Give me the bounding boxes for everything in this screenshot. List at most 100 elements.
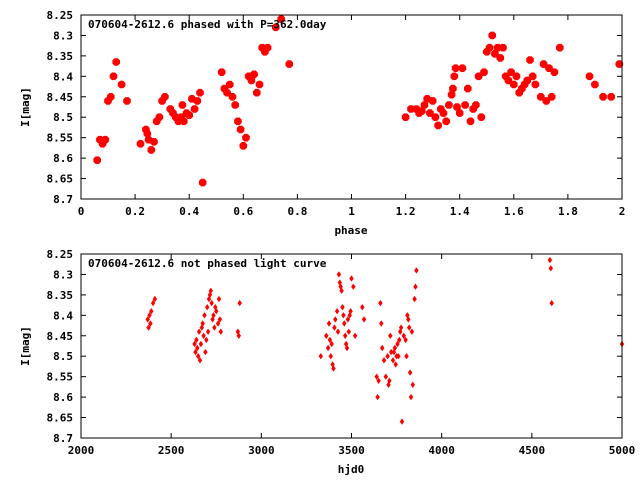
data-point: [263, 43, 272, 52]
data-point: [442, 117, 450, 126]
data-point: [198, 178, 207, 187]
y-tick-label: 8.25: [47, 248, 74, 261]
data-point: [428, 97, 437, 105]
data-point: [335, 328, 341, 335]
data-point: [385, 353, 390, 360]
data-point: [328, 353, 333, 360]
y-tick-label: 8.65: [47, 412, 74, 425]
x-tick-label: 4500: [519, 444, 546, 457]
x-tick-label: 1: [348, 205, 355, 218]
data-point: [318, 353, 323, 360]
data-point: [236, 125, 245, 134]
y-tick-label: 8.6: [53, 391, 73, 404]
data-point: [528, 72, 537, 81]
x-tick-label: 1.4: [450, 205, 470, 218]
data-point: [185, 111, 193, 119]
data-point: [117, 80, 126, 89]
data-point: [408, 393, 414, 401]
y-tick-label: 8.7: [53, 193, 73, 206]
data-point: [332, 324, 337, 331]
chart-title: 070604-2612.6 not phased light curve: [88, 257, 327, 270]
x-axis-label: hjd0: [338, 463, 365, 476]
data-point: [496, 54, 505, 62]
data-point: [202, 312, 207, 319]
data-point: [410, 381, 415, 388]
data-point: [325, 344, 331, 352]
data-point: [123, 97, 131, 105]
chart-title: 070604-2612.6 phased with P=362.0day: [88, 18, 327, 31]
data-point: [178, 101, 187, 109]
data-point: [190, 105, 199, 113]
data-point: [228, 93, 237, 101]
data-point: [112, 58, 120, 66]
data-point: [336, 271, 342, 278]
data-point: [231, 101, 239, 109]
data-point: [101, 135, 110, 144]
y-tick-label: 8.4: [53, 309, 73, 322]
y-axis-label: I[mag]: [19, 87, 32, 127]
data-point: [326, 320, 332, 327]
data-point: [378, 299, 383, 307]
data-point: [585, 72, 594, 81]
data-point: [379, 320, 384, 327]
axis-tick-labels: 2000 2500 3000 3500 4000 4500 5000 8.25 8.3 8.35 8…: [47, 248, 636, 457]
data-point: [107, 93, 115, 101]
data-point: [407, 324, 412, 331]
data-point: [161, 93, 169, 101]
data-point: [531, 80, 540, 89]
data-point: [285, 60, 294, 68]
y-tick-label: 8.5: [53, 111, 73, 124]
y-tick-label: 8.35: [47, 50, 74, 63]
data-point: [201, 332, 206, 339]
data-point: [466, 117, 475, 126]
data-point: [342, 320, 347, 327]
data-point: [455, 109, 464, 117]
unphased-light-curve-panel: 2000 2500 3000 3500 4000 4500 5000 8.25 8.3 8.35 8…: [19, 248, 635, 476]
data-point: [334, 308, 340, 315]
y-tick-label: 8.3: [53, 29, 73, 42]
x-tick-label: 1.8: [558, 205, 578, 218]
data-point: [203, 348, 208, 356]
data-point: [237, 299, 242, 307]
data-point: [180, 117, 188, 126]
y-tick-label: 8.65: [47, 173, 74, 186]
data-point: [414, 267, 419, 274]
data-point: [343, 332, 348, 339]
data-point: [349, 275, 354, 282]
data-point: [198, 340, 204, 348]
y-tick-label: 8.55: [47, 132, 74, 145]
x-axis-label: phase: [334, 224, 367, 237]
data-point: [464, 84, 472, 93]
data-point: [439, 109, 448, 117]
data-point: [93, 156, 101, 164]
data-point: [461, 101, 469, 109]
data-point: [136, 140, 145, 148]
data-point: [431, 113, 440, 121]
data-points-layer: [145, 256, 625, 425]
data-point: [526, 56, 534, 64]
x-tick-label: 2500: [158, 444, 185, 457]
data-point: [434, 121, 442, 130]
data-point: [488, 31, 496, 40]
data-point: [485, 43, 494, 52]
data-point: [393, 361, 398, 368]
y-tick-label: 8.55: [47, 371, 74, 384]
data-point: [361, 316, 367, 323]
data-point: [340, 304, 345, 311]
data-point: [147, 146, 156, 154]
data-point: [205, 304, 210, 311]
data-point: [193, 97, 202, 105]
data-point: [352, 332, 358, 339]
axis-ticks: [80, 14, 623, 200]
y-tick-label: 8.7: [53, 432, 73, 445]
data-point: [556, 43, 564, 52]
data-point: [250, 70, 258, 79]
data-point: [360, 304, 365, 311]
data-point: [390, 357, 396, 364]
data-points-layer: [93, 15, 624, 187]
x-tick-label: 3000: [248, 444, 275, 457]
data-point: [242, 133, 250, 142]
data-point: [510, 80, 518, 89]
y-tick-label: 8.25: [47, 9, 74, 22]
